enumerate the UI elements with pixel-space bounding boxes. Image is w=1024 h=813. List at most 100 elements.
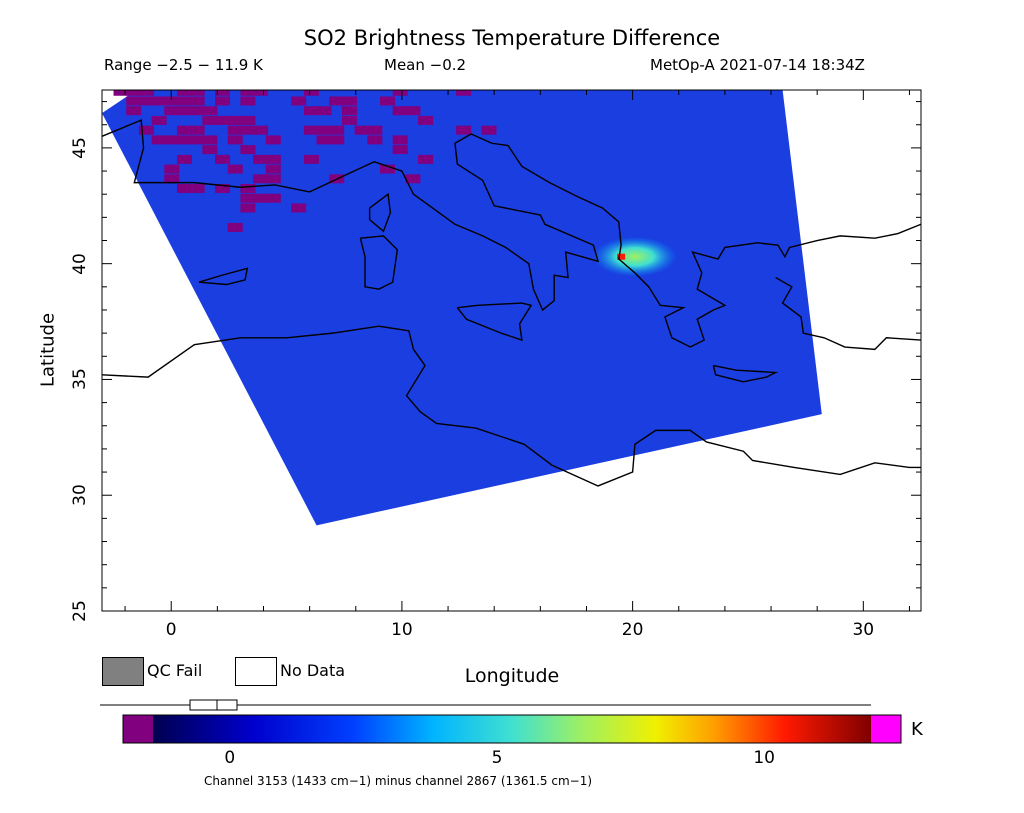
invalid-cell bbox=[215, 96, 231, 106]
coastline bbox=[775, 276, 921, 351]
invalid-cell bbox=[291, 203, 307, 213]
invalid-cell bbox=[227, 164, 243, 174]
invalid-cell bbox=[164, 135, 180, 145]
so2-plume-halo bbox=[592, 236, 677, 277]
invalid-cell bbox=[456, 90, 472, 96]
invalid-cell bbox=[202, 106, 218, 116]
invalid-cell bbox=[253, 154, 269, 164]
invalid-cell bbox=[138, 90, 154, 96]
invalid-cell bbox=[392, 106, 408, 116]
invalid-cell bbox=[405, 106, 421, 116]
invalid-cell bbox=[113, 90, 129, 96]
y-axis-label: Latitude bbox=[37, 312, 59, 388]
colorbar-unit: K bbox=[911, 719, 923, 740]
invalid-cell bbox=[151, 135, 167, 145]
qc-fail-swatch bbox=[102, 657, 144, 686]
mean-label: Mean −0.2 bbox=[384, 56, 467, 74]
invalid-cell bbox=[189, 125, 205, 135]
colorbar-frame bbox=[122, 714, 902, 744]
invalid-cell bbox=[329, 125, 345, 135]
invalid-cell bbox=[151, 115, 167, 125]
coastline bbox=[368, 192, 392, 233]
no-data-label: No Data bbox=[280, 661, 346, 680]
invalid-cell bbox=[367, 125, 383, 135]
invalid-cell bbox=[202, 135, 218, 145]
invalid-cell bbox=[303, 106, 319, 116]
invalid-cell bbox=[253, 193, 269, 203]
no-data-swatch bbox=[235, 657, 277, 686]
invalid-cell bbox=[456, 125, 472, 135]
invalid-cell bbox=[481, 125, 497, 135]
invalid-cell bbox=[215, 115, 231, 125]
invalid-cell bbox=[202, 145, 218, 155]
colorbar-tick-label: 0 bbox=[224, 748, 236, 768]
x-tick-label: 10 bbox=[391, 620, 413, 640]
invalid-cell bbox=[126, 106, 142, 116]
y-tick-label: 35 bbox=[70, 368, 90, 391]
invalid-cell bbox=[126, 90, 142, 96]
coastline bbox=[359, 235, 399, 290]
range-label: Range −2.5 − 11.9 K bbox=[104, 56, 263, 74]
invalid-cell bbox=[227, 125, 243, 135]
invalid-cell bbox=[265, 193, 281, 203]
invalid-cell bbox=[126, 96, 142, 106]
invalid-cell bbox=[164, 174, 180, 184]
invalid-cell bbox=[379, 96, 395, 106]
colorbar-tick-label: 10 bbox=[753, 748, 775, 768]
invalid-cell bbox=[215, 184, 231, 194]
qc-fail-label: QC Fail bbox=[147, 661, 203, 680]
colorbar-under-swatch bbox=[123, 715, 153, 743]
satellite-time-label: MetOp-A 2021-07-14 18:34Z bbox=[650, 56, 865, 74]
invalid-cell bbox=[189, 96, 205, 106]
invalid-cell bbox=[367, 135, 383, 145]
invalid-cell bbox=[405, 174, 421, 184]
coastline bbox=[456, 302, 533, 342]
so2-plume-peak bbox=[617, 253, 626, 260]
invalid-cell bbox=[176, 90, 192, 96]
invalid-cell bbox=[164, 96, 180, 106]
invalid-cell bbox=[202, 115, 218, 125]
invalid-cell bbox=[341, 96, 357, 106]
invalid-cell bbox=[392, 145, 408, 155]
invalid-cell bbox=[418, 154, 434, 164]
invalid-cell bbox=[176, 106, 192, 116]
invalid-cell bbox=[291, 96, 307, 106]
colorbar bbox=[153, 715, 871, 743]
invalid-cell bbox=[189, 90, 205, 96]
invalid-cell bbox=[303, 125, 319, 135]
colorbar-box bbox=[189, 699, 238, 711]
invalid-cell bbox=[240, 193, 256, 203]
invalid-cell bbox=[354, 125, 370, 135]
invalid-cell bbox=[418, 115, 434, 125]
invalid-cell bbox=[253, 90, 269, 96]
invalid-cell bbox=[265, 174, 281, 184]
x-tick-label: 20 bbox=[621, 620, 644, 640]
invalid-cell bbox=[138, 96, 154, 106]
invalid-cell bbox=[253, 174, 269, 184]
invalid-cell bbox=[240, 96, 256, 106]
coastline bbox=[102, 119, 921, 348]
invalid-cell bbox=[265, 135, 281, 145]
invalid-cell bbox=[240, 90, 256, 96]
invalid-cell bbox=[176, 125, 192, 135]
invalid-cell bbox=[151, 96, 167, 106]
x-tick-label: 0 bbox=[165, 620, 177, 640]
invalid-cell bbox=[341, 115, 357, 125]
invalid-cell bbox=[303, 154, 319, 164]
invalid-cell bbox=[392, 90, 408, 96]
coastlines bbox=[102, 119, 921, 487]
invalid-cell bbox=[379, 164, 395, 174]
y-tick-label: 30 bbox=[70, 484, 90, 507]
invalid-cell bbox=[341, 106, 357, 116]
invalid-cell bbox=[164, 164, 180, 174]
coastline bbox=[198, 267, 249, 286]
invalid-cell bbox=[240, 203, 256, 213]
invalid-cell bbox=[240, 145, 256, 155]
invalid-cell bbox=[227, 135, 243, 145]
invalid-cell bbox=[329, 135, 345, 145]
y-tick-label: 25 bbox=[70, 600, 90, 622]
invalid-cell bbox=[176, 154, 192, 164]
invalid-cell bbox=[227, 222, 243, 232]
invalid-cell bbox=[164, 106, 180, 116]
